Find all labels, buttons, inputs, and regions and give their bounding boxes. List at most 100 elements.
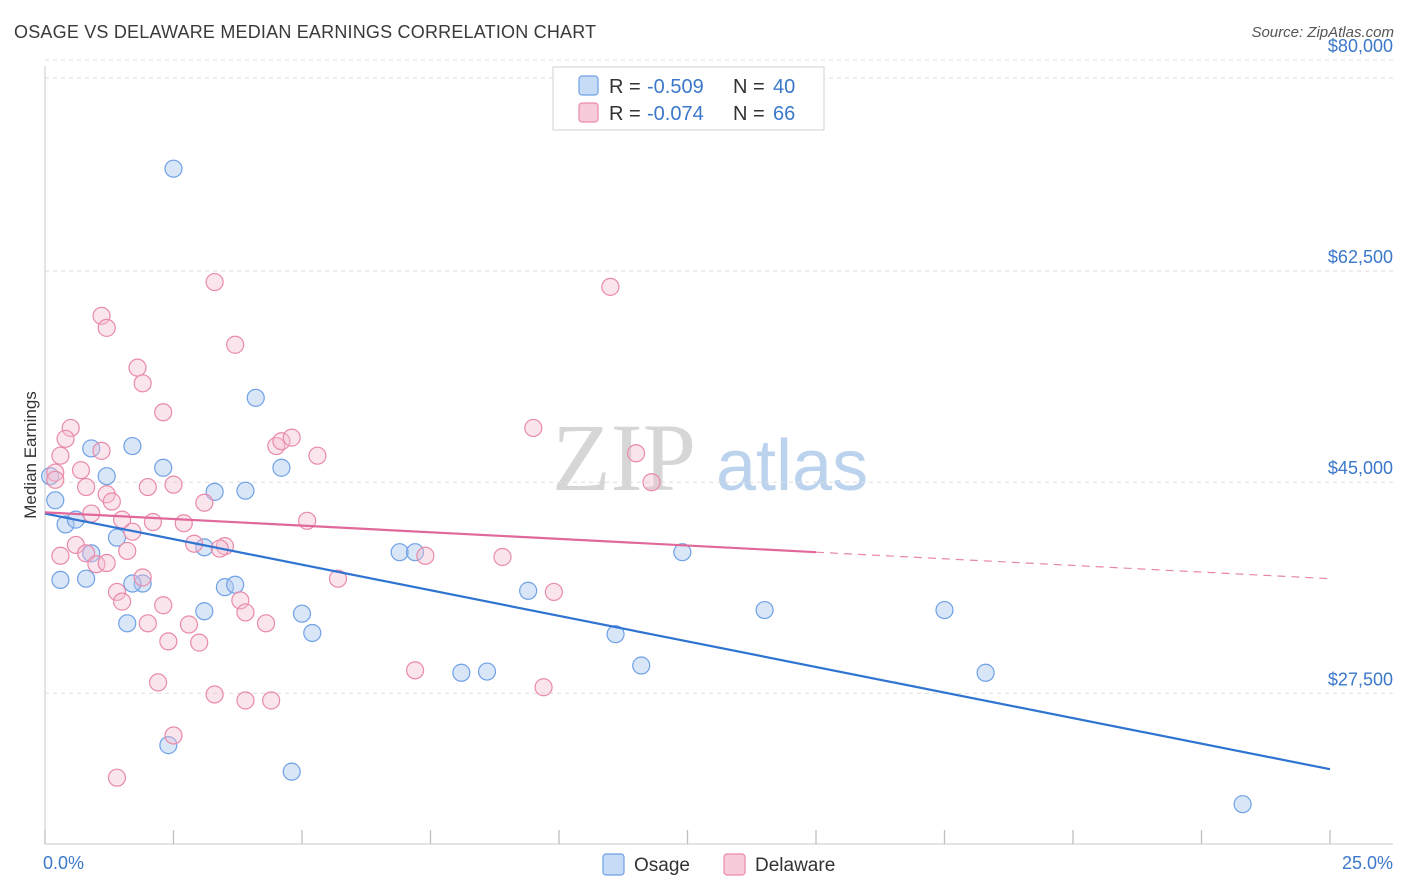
osage-point [77, 569, 96, 588]
bottom-legend-label-osage: Osage [634, 855, 690, 876]
delaware-point [164, 475, 183, 494]
delaware-point [267, 436, 286, 456]
delaware-point [51, 446, 70, 465]
delaware-point [282, 428, 301, 447]
delaware-point [236, 603, 255, 622]
y-tick-label: $80,000 [1328, 36, 1393, 56]
delaware-point [97, 318, 116, 337]
delaware-point [236, 691, 255, 710]
osage-point [976, 663, 995, 682]
osage-point [292, 604, 312, 623]
delaware-point [128, 358, 147, 377]
delaware-point [56, 429, 75, 448]
osage-point [303, 623, 322, 643]
osage-point [673, 543, 692, 562]
delaware-point [205, 685, 224, 704]
osage-point [123, 574, 142, 593]
delaware-point [626, 444, 646, 463]
legend-n-label-delaware: N = [733, 103, 765, 125]
legend-box: R = -0.509 N = 40 R = -0.074 N = 66 [552, 66, 825, 131]
trend-lines [44, 511, 1331, 771]
delaware-points [46, 272, 661, 787]
delaware-point [112, 592, 132, 611]
watermark-atlas: atlas [716, 426, 868, 506]
delaware-point [256, 614, 276, 633]
delaware-point [493, 547, 512, 567]
y-tick-label: $27,500 [1328, 669, 1393, 689]
delaware-point [133, 568, 152, 587]
delaware-point [190, 633, 209, 652]
delaware-point [416, 546, 435, 565]
delaware-point [61, 418, 80, 438]
legend-n-value-osage: 40 [773, 76, 795, 98]
delaware-point [154, 403, 173, 422]
osage-point [246, 388, 265, 407]
y-axis-label: Median Earnings [21, 391, 40, 519]
delaware-point [205, 272, 224, 292]
delaware-point [262, 691, 281, 710]
osage-points [41, 159, 1252, 814]
delaware-trend-line-extension [815, 551, 1331, 580]
osage-point [118, 614, 137, 633]
osage-point [97, 467, 116, 486]
delaware-point [118, 541, 137, 561]
delaware-point [159, 632, 178, 651]
delaware-point [231, 591, 250, 610]
osage-point [272, 458, 291, 477]
delaware-point [534, 678, 553, 697]
y-tick-label: $45,000 [1328, 458, 1393, 478]
delaware-point [92, 306, 111, 325]
osage-trend-line [44, 512, 1331, 771]
y-tick-label: $62,500 [1328, 247, 1393, 267]
delaware-point [272, 432, 291, 451]
delaware-point [71, 461, 91, 480]
osage-point [405, 543, 425, 562]
delaware-point [51, 546, 70, 565]
delaware-point [138, 614, 157, 633]
osage-point [154, 458, 173, 477]
osage-point [133, 574, 152, 593]
legend-r-value-delaware: -0.074 [647, 103, 704, 125]
osage-point [56, 515, 75, 534]
legend-r-label-delaware: R = [609, 103, 641, 125]
osage-point [452, 663, 471, 682]
osage-point [82, 544, 101, 563]
osage-point [606, 625, 625, 644]
osage-point [519, 581, 538, 600]
delaware-point [308, 446, 327, 465]
delaware-point [195, 493, 214, 512]
x-tick-label-min: 0.0% [43, 853, 84, 873]
bottom-legend-swatch-osage [602, 853, 625, 876]
legend-swatch-delaware [578, 102, 599, 123]
delaware-point [174, 514, 193, 533]
delaware-point [226, 335, 245, 354]
delaware-point [154, 596, 173, 615]
delaware-point [601, 277, 620, 296]
delaware-point [544, 582, 563, 602]
osage-point [632, 656, 651, 675]
legend-n-label-osage: N = [733, 76, 765, 98]
osage-point [755, 600, 774, 620]
delaware-point [405, 661, 425, 680]
osage-point [477, 662, 497, 681]
osage-point [195, 602, 214, 621]
delaware-point [179, 615, 199, 634]
delaware-point [143, 512, 163, 532]
delaware-point [138, 477, 157, 497]
osage-point [1233, 795, 1252, 814]
x-axis-ticks [44, 830, 1331, 844]
osage-point [159, 736, 178, 755]
delaware-point [164, 726, 183, 745]
osage-point [282, 762, 301, 781]
bottom-legend-label-delaware: Delaware [755, 855, 835, 876]
legend-n-value-delaware: 66 [773, 103, 795, 125]
source-credit: Source: ZipAtlas.com [1251, 24, 1394, 41]
delaware-trend-line [44, 511, 817, 554]
delaware-point [102, 492, 121, 511]
delaware-point [148, 673, 168, 692]
delaware-point [107, 768, 127, 787]
delaware-point [77, 477, 96, 497]
y-axis-tick-labels: $27,500 $45,000 $62,500 $80,000 [1328, 36, 1393, 689]
osage-point [46, 491, 65, 510]
